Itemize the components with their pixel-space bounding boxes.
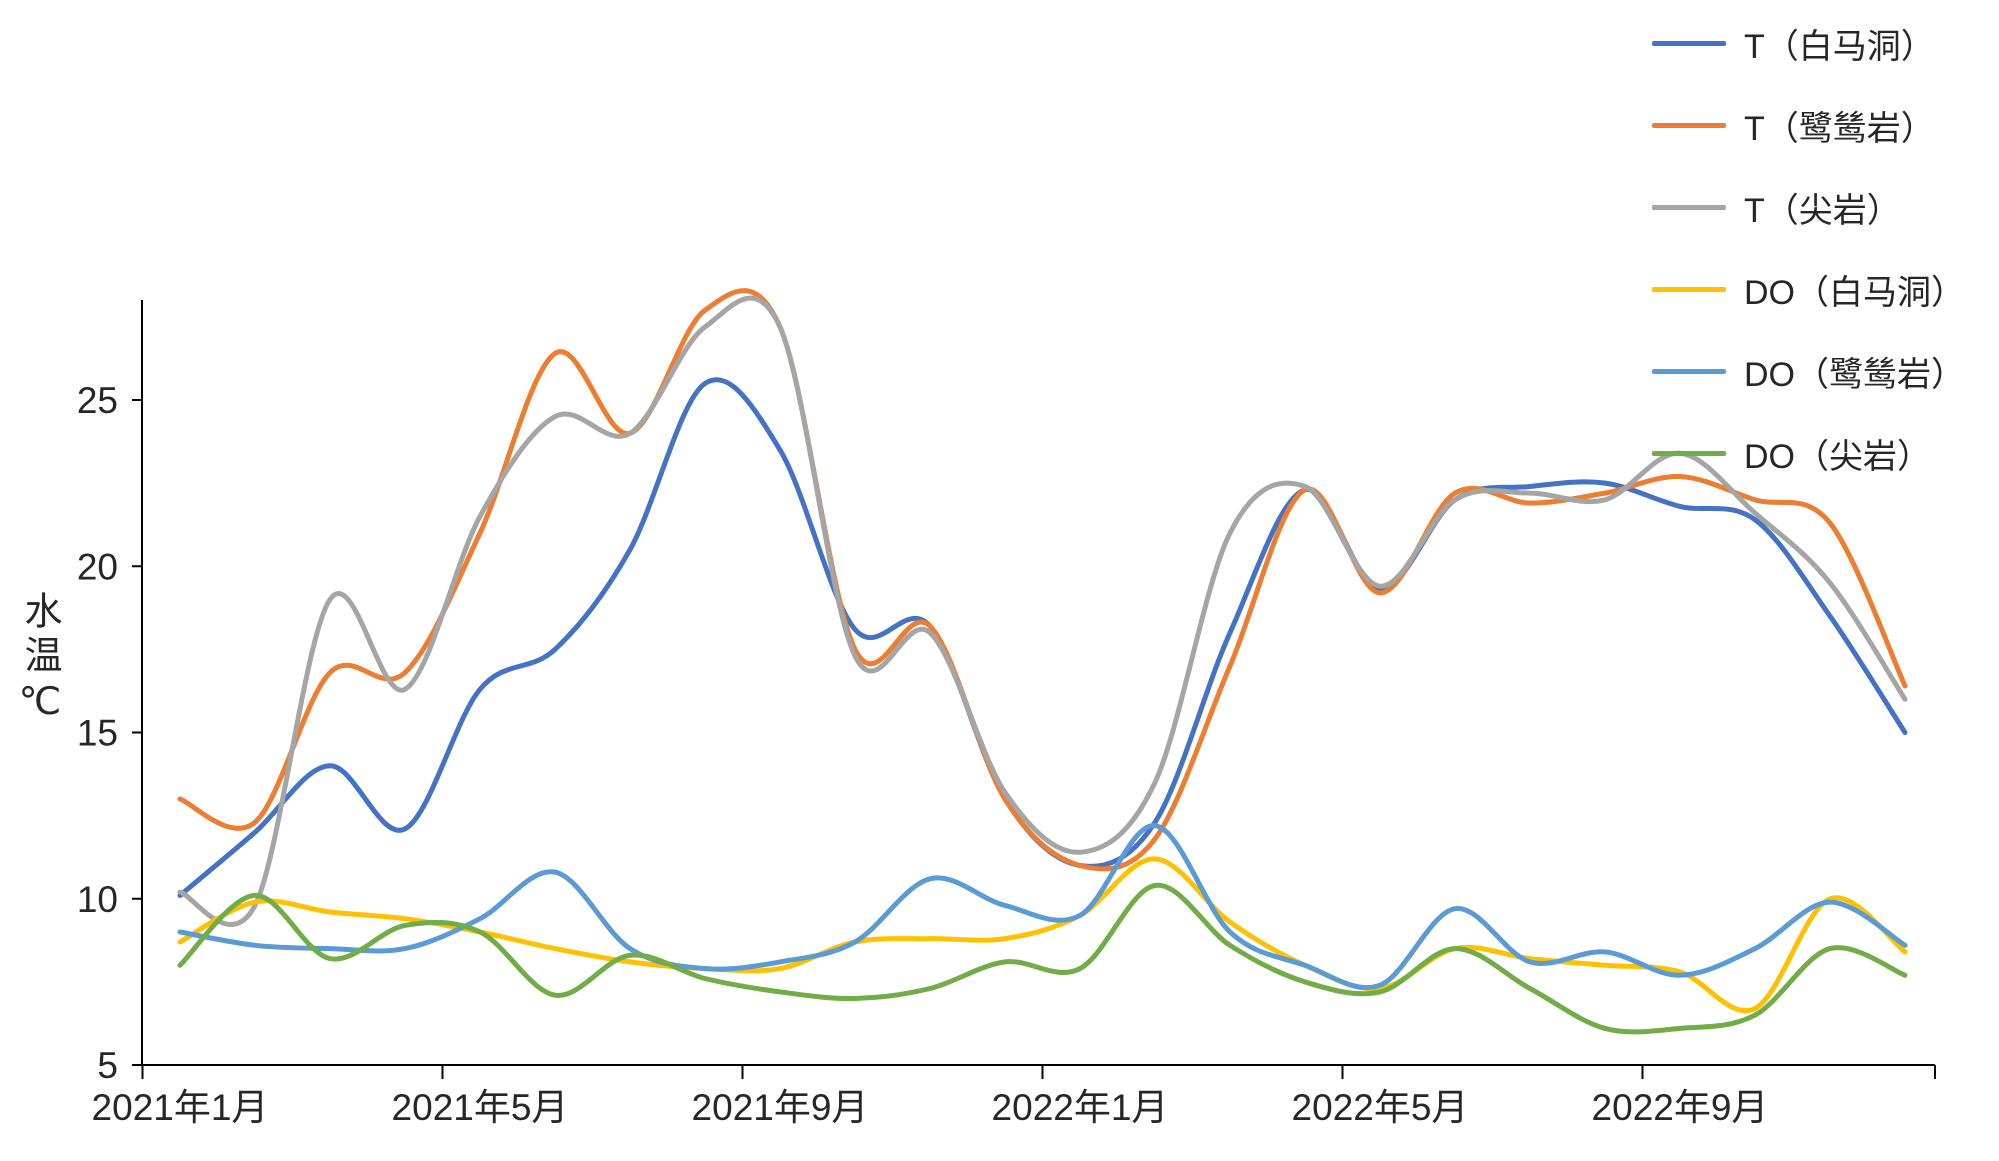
legend-item-2: T（尖岩） (1652, 186, 1965, 230)
legend-swatch (1652, 450, 1726, 456)
legend-swatch (1652, 368, 1726, 374)
legend-item-1: T（鹭鸶岩） (1652, 104, 1965, 148)
legend-label: T（白马洞） (1744, 27, 1935, 66)
y-axis-tick-label: 5 (97, 1045, 118, 1086)
x-axis-tick-label: 2022年1月 (992, 1087, 1169, 1128)
x-axis-tick-label: 2021年1月 (92, 1087, 269, 1128)
y-axis-tick-label: 20 (77, 546, 118, 587)
legend-swatch (1652, 40, 1726, 46)
legend-item-4: DO（鹭鸶岩） (1652, 350, 1965, 394)
y-axis-tick-label: 25 (77, 380, 118, 421)
legend-item-3: DO（白马洞） (1652, 268, 1965, 312)
series-line-1 (177, 288, 1908, 872)
series-line-5 (177, 882, 1908, 1035)
series-line-0 (177, 377, 1908, 898)
legend-item-0: T（白马洞） (1652, 22, 1965, 66)
series-line-2 (177, 295, 1908, 927)
series-line-3 (177, 856, 1908, 1014)
x-axis-tick-label: 2022年9月 (1592, 1087, 1769, 1128)
legend-swatch (1652, 122, 1726, 128)
legend-item-5: DO（尖岩） (1652, 432, 1965, 476)
legend-swatch (1652, 204, 1726, 210)
x-axis-tick-label: 2021年9月 (692, 1087, 869, 1128)
legend: T（白马洞） T（鹭鸶岩） T（尖岩） DO（白马洞） DO（鹭鸶岩） DO（尖岩） (1652, 22, 1965, 476)
x-axis-tick-label: 2021年5月 (392, 1087, 569, 1128)
y-axis-tick-label: 15 (77, 713, 118, 754)
legend-label: DO（鹭鸶岩） (1744, 355, 1965, 394)
y-axis-title: 水温℃ (18, 591, 60, 729)
legend-label: T（鹭鸶岩） (1744, 109, 1935, 148)
series-line-4 (177, 823, 1908, 991)
x-axis-tick-label: 2022年5月 (1292, 1087, 1469, 1128)
y-axis-tick-label: 10 (77, 879, 118, 920)
legend-label: DO（尖岩） (1744, 437, 1931, 476)
legend-label: T（尖岩） (1744, 191, 1901, 230)
legend-swatch (1652, 286, 1726, 292)
legend-label: DO（白马洞） (1744, 273, 1965, 312)
